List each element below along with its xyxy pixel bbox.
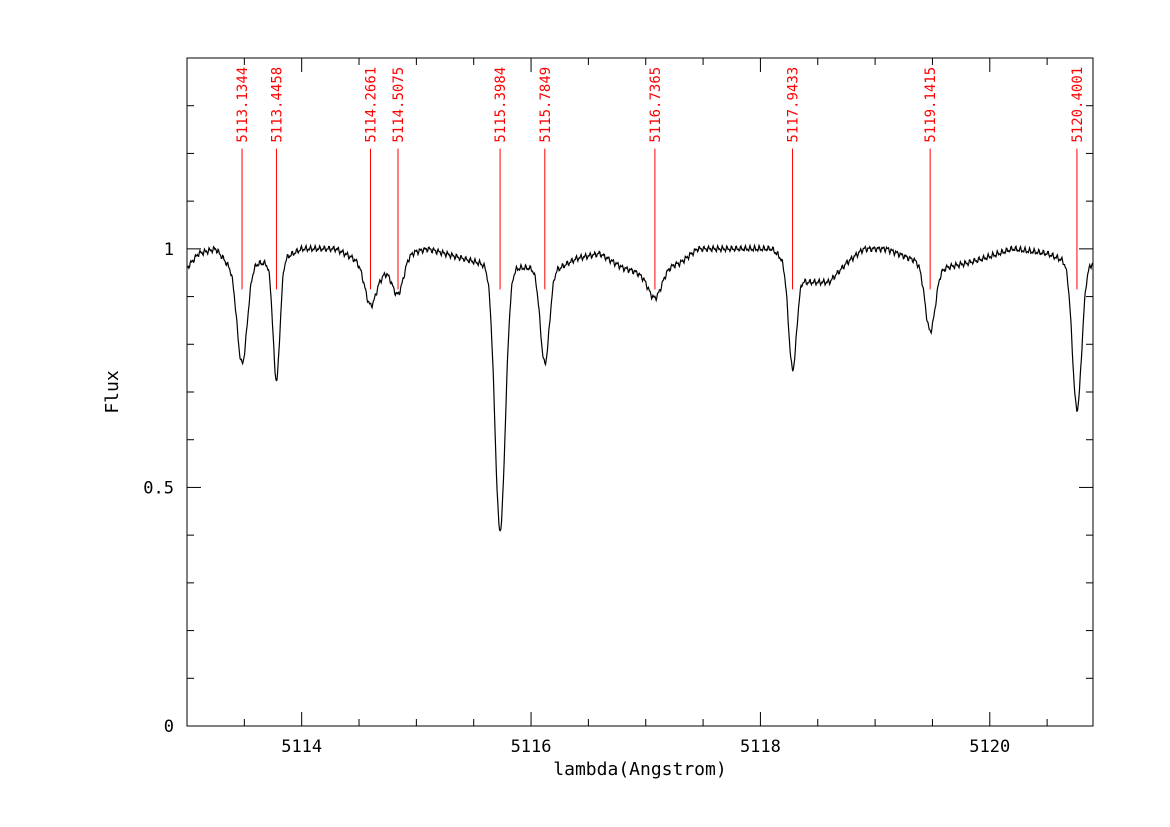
x-tick-label: 5118 xyxy=(740,737,781,757)
plot-frame xyxy=(186,57,1094,727)
x-axis-title: lambda(Angstrom) xyxy=(553,759,726,780)
y-tick-label: 0.5 xyxy=(143,478,174,498)
line-marker-label: 5116.7365 xyxy=(648,67,664,143)
x-tick-label: 5116 xyxy=(511,737,552,757)
line-marker-group: 5113.1344 5113.4458 5114.2661 5114.5075 5115… xyxy=(235,67,1086,290)
line-marker-label: 5119.1415 xyxy=(923,67,939,143)
line-marker-label: 5114.5075 xyxy=(391,67,407,143)
line-marker-label: 5115.7849 xyxy=(538,67,554,143)
line-marker-label: 5114.2661 xyxy=(363,67,379,143)
line-marker-label: 5113.4458 xyxy=(269,67,285,143)
line-marker-label: 5117.9433 xyxy=(786,67,802,143)
line-marker-label: 5120.4001 xyxy=(1070,67,1086,143)
y-axis-title: Flux xyxy=(102,370,123,414)
x-tick-label: 5120 xyxy=(969,737,1010,757)
line-marker-label: 5113.1344 xyxy=(235,67,251,143)
x-tick-label: 5114 xyxy=(281,737,322,757)
axis-ticks xyxy=(186,57,1093,727)
y-tick-label: 1 xyxy=(164,240,174,260)
line-marker-label: 5115.3984 xyxy=(493,67,509,143)
axis-tick-labels: 5114 5116 5118 5120 0 0.5 1 xyxy=(143,240,1010,757)
y-tick-label: 0 xyxy=(164,717,174,737)
spectrum-line xyxy=(186,243,1094,532)
